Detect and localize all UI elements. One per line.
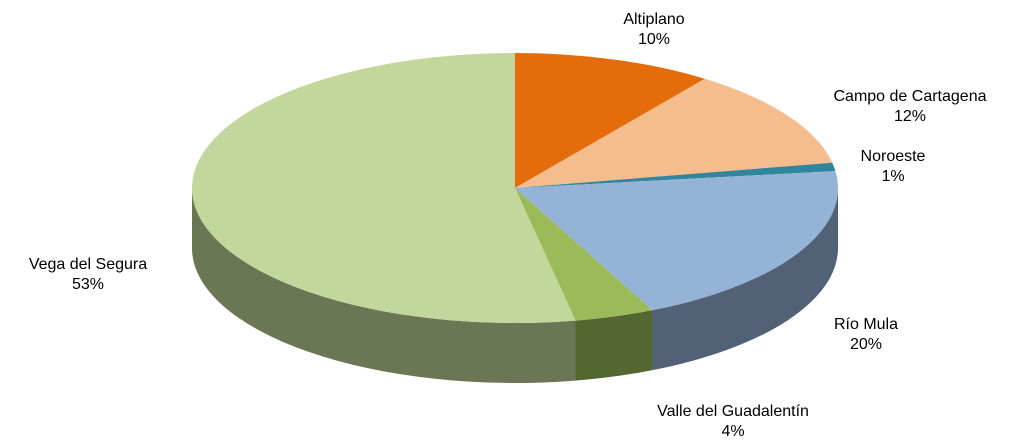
pie-slice [515, 188, 653, 321]
slice-label: Río Mula [834, 316, 898, 333]
pie-slice [191, 52, 576, 324]
slice-value-label: 20% [850, 336, 882, 353]
pie-side [575, 310, 653, 381]
slice-label: Valle del Guadalentín [657, 403, 809, 420]
slice-label: Campo de Cartagena [834, 88, 987, 105]
slice-value-label: 10% [638, 31, 670, 48]
slice-value-label: 12% [894, 108, 926, 125]
slice-value-label: 1% [881, 168, 904, 185]
slice-value-label: 4% [721, 423, 744, 440]
slice-label: Vega del Segura [29, 256, 147, 273]
slice-label: Altiplano [623, 11, 684, 28]
pie-slice [515, 53, 705, 188]
pie-slice [515, 162, 836, 188]
slice-label: Noroeste [861, 148, 926, 165]
pie-side [652, 188, 838, 371]
pie-slice [515, 171, 839, 311]
pie-side [192, 188, 576, 383]
slice-value-label: 53% [72, 276, 104, 293]
pie-slice [515, 78, 833, 188]
